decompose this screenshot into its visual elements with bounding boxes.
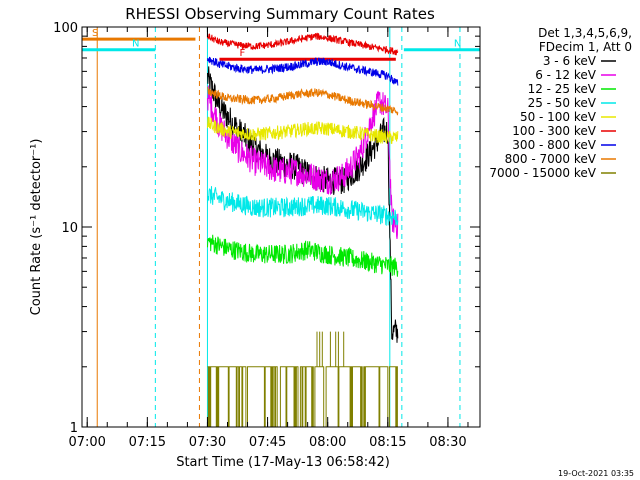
legend-label-5: 100 - 300 keV — [512, 124, 596, 138]
legend-label-0: 3 - 6 keV — [543, 54, 597, 68]
x-tick-label-5: 08:15 — [369, 435, 406, 450]
y-tick-label-2: 100 — [53, 21, 78, 36]
legend-label-4: 50 - 100 keV — [520, 110, 597, 124]
axes: 07:00 07:15 07:30 07:45 08:00 08:15 08:30 1 10 10… — [53, 21, 480, 450]
flag-label-2: N — [454, 39, 461, 50]
x-tick-label-1: 07:15 — [129, 435, 166, 450]
x-tick-label-6: 08:30 — [429, 435, 466, 450]
series-line-3 — [207, 186, 399, 227]
x-axis-label: Start Time (17-May-13 06:58:42) — [176, 455, 390, 470]
series-line-2 — [207, 234, 399, 277]
legend: Det 1,3,4,5,6,9, FDecim 1, Att 0 3 - 6 k… — [489, 26, 632, 180]
flag-label-0: S — [92, 28, 98, 39]
series-line-5 — [207, 32, 399, 56]
legend-label-3: 25 - 50 keV — [528, 96, 597, 110]
y-tick-label-1: 10 — [61, 221, 78, 236]
x-tick-label-3: 07:45 — [249, 435, 286, 450]
y-tick-label-0: 1 — [70, 421, 78, 436]
legend-label-7: 800 - 7000 keV — [505, 152, 597, 166]
chart-title: RHESSI Observing Summary Count Rates — [125, 5, 435, 23]
legend-header-line-1: Det 1,3,4,5,6,9, — [538, 26, 632, 40]
plot-area: S N N F — [82, 27, 480, 428]
series-line-6 — [207, 56, 399, 86]
flag-label-3: F — [239, 48, 245, 59]
legend-label-8: 7000 - 15000 keV — [489, 166, 596, 180]
series-line-1 — [207, 85, 399, 239]
legend-header-line-2: FDecim 1, Att 0 — [539, 40, 632, 54]
y-axis-label: Count Rate (s⁻¹ detector⁻¹) — [29, 139, 44, 316]
render-timestamp: 19-Oct-2021 03:35 — [558, 469, 634, 478]
series-line-4 — [207, 116, 399, 145]
flag-label-1: N — [132, 39, 139, 50]
x-tick-label-2: 07:30 — [189, 435, 226, 450]
x-tick-label-0: 07:00 — [68, 435, 105, 450]
x-tick-label-4: 08:00 — [309, 435, 346, 450]
series-line-7 — [207, 86, 399, 116]
legend-label-2: 12 - 25 keV — [528, 82, 597, 96]
legend-label-1: 6 - 12 keV — [535, 68, 597, 82]
legend-label-6: 300 - 800 keV — [512, 138, 596, 152]
